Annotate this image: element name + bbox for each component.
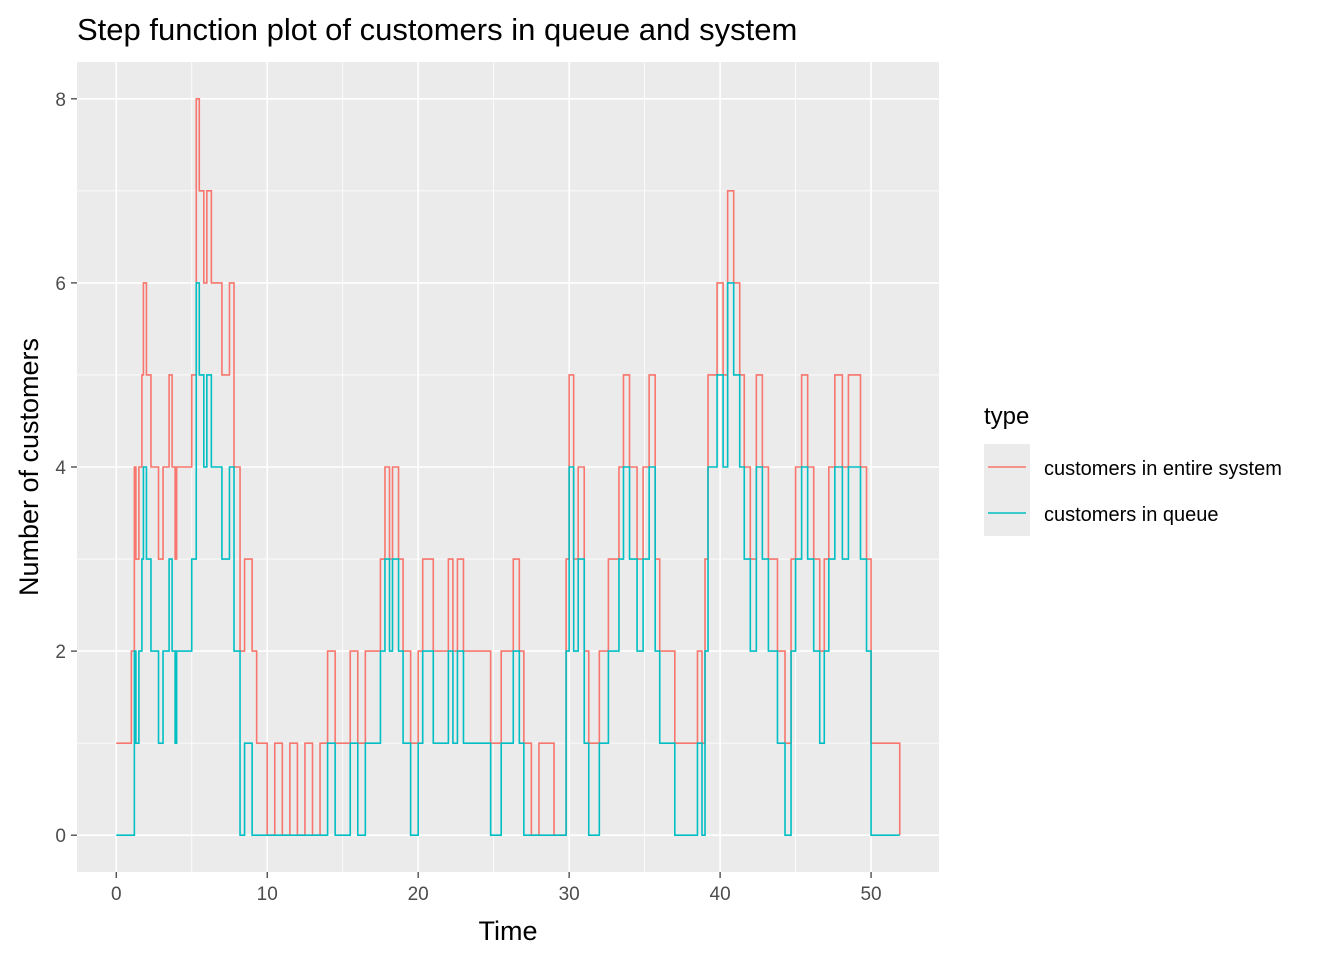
y-axis-title: Number of customers xyxy=(14,338,44,596)
y-tick-label: 0 xyxy=(55,826,66,847)
x-tick-label: 30 xyxy=(559,884,580,905)
x-tick-label: 50 xyxy=(860,884,881,905)
y-tick-label: 8 xyxy=(55,90,66,111)
y-tick-label: 2 xyxy=(55,642,66,663)
x-axis: 0 10 20 30 40 50 xyxy=(111,872,882,905)
series-layer xyxy=(116,98,901,836)
x-tick-label: 10 xyxy=(257,884,278,905)
y-tick-label: 6 xyxy=(55,274,66,295)
chart-title: Step function plot of customers in queue… xyxy=(77,12,797,47)
legend-label-system: customers in entire system xyxy=(1044,458,1282,480)
x-axis-title: Time xyxy=(479,916,538,946)
x-tick-label: 20 xyxy=(408,884,429,905)
grid-major xyxy=(77,62,939,872)
y-tick-label: 4 xyxy=(55,458,66,479)
legend: type customers in entire system customer… xyxy=(984,403,1282,536)
x-tick-label: 40 xyxy=(710,884,731,905)
series-queue-line xyxy=(116,282,900,836)
legend-title: type xyxy=(984,403,1029,430)
x-tick-label: 0 xyxy=(111,884,122,905)
y-axis: 0 2 4 6 8 xyxy=(55,90,77,847)
series-system-line xyxy=(116,98,901,836)
legend-label-queue: customers in queue xyxy=(1044,504,1219,526)
